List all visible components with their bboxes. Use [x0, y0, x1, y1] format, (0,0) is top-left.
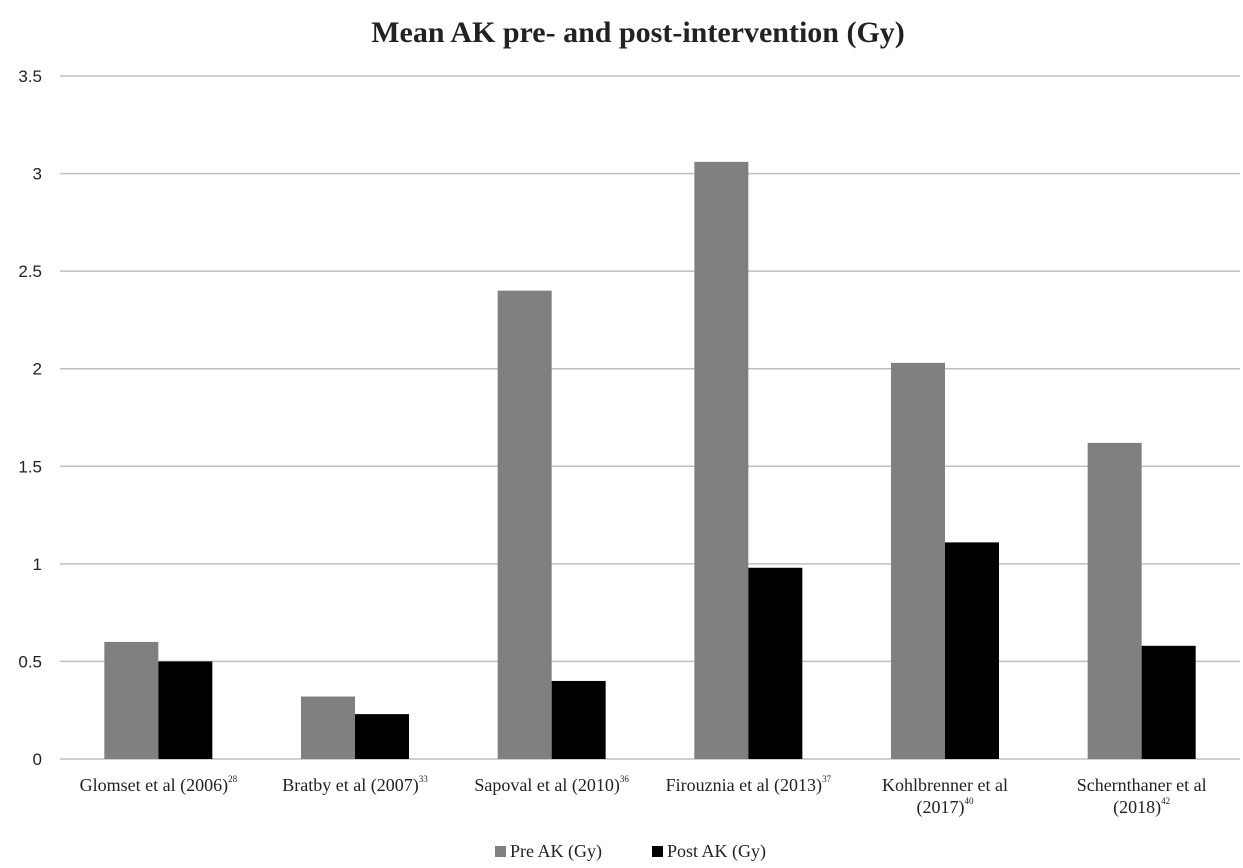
bar-post-0 — [158, 661, 213, 759]
legend-swatch-post — [652, 846, 663, 857]
bar-post-4 — [945, 542, 999, 759]
bar-pre-3 — [694, 161, 749, 759]
bar-pre-2 — [497, 290, 552, 759]
y-tick-label: 3 — [33, 165, 42, 184]
bar-post-3 — [748, 567, 803, 759]
x-tick-label: Bratby et al (2007)33 — [282, 774, 428, 796]
gridlines — [60, 75, 1240, 760]
x-tick-label: Kohlbrenner et al (2017)40 — [882, 775, 1008, 818]
x-tick-label-reference: 36 — [620, 774, 630, 784]
bar-pre-4 — [891, 362, 945, 759]
x-tick-label-line: Firouznia et al (2013) — [666, 775, 822, 796]
y-tick-label: 0.5 — [18, 652, 42, 671]
y-tick-label: 0 — [33, 750, 42, 769]
y-tick-label: 3.5 — [18, 67, 42, 86]
bar-pre-0 — [104, 641, 159, 759]
bar-post-2 — [551, 680, 606, 759]
x-tick-label-line: Bratby et al (2007) — [282, 775, 418, 796]
bar-post-5 — [1141, 645, 1196, 759]
x-tick-label-line: Schernthaner et al — [1077, 775, 1207, 795]
y-tick-label: 1 — [33, 555, 42, 574]
chart-title: Mean AK pre- and post-intervention (Gy) — [371, 16, 905, 49]
x-tick-label-reference: 40 — [965, 796, 975, 806]
legend-swatch-pre — [495, 846, 506, 857]
legend-label: Post AK (Gy) — [667, 841, 766, 862]
x-tick-label-line: Sapoval et al (2010) — [474, 775, 619, 796]
bars — [104, 161, 1196, 759]
x-tick-label-line: (2018) — [1113, 797, 1161, 818]
x-tick-label-reference: 28 — [228, 774, 238, 784]
x-tick-label: Firouznia et al (2013)37 — [666, 774, 832, 796]
x-tick-label-line: Glomset et al (2006) — [80, 775, 228, 796]
x-tick-label: Glomset et al (2006)28 — [80, 774, 238, 796]
x-tick-label-reference: 37 — [822, 774, 832, 784]
x-tick-label: Sapoval et al (2010)36 — [474, 774, 629, 796]
x-tick-label: Schernthaner et al (2018)42 — [1077, 775, 1207, 818]
y-axis-ticks: 0 0.5 1 1.5 2 2.5 3 3.5 — [18, 67, 42, 769]
x-axis-labels: Glomset et al (2006)28 Bratby et al (2007… — [80, 774, 1207, 818]
y-tick-label: 1.5 — [18, 457, 42, 476]
bar-post-1 — [355, 714, 409, 759]
bar-pre-5 — [1087, 442, 1142, 759]
legend: Pre AK (Gy) Post AK (Gy) — [495, 841, 766, 862]
y-tick-label: 2.5 — [18, 262, 42, 281]
bar-pre-1 — [301, 696, 355, 759]
x-tick-label-line: (2017) — [917, 797, 965, 818]
x-tick-label-reference: 42 — [1161, 796, 1170, 806]
x-tick-label-line: Kohlbrenner et al — [882, 775, 1008, 795]
y-tick-label: 2 — [33, 360, 42, 379]
legend-label: Pre AK (Gy) — [510, 841, 602, 862]
x-tick-label-reference: 33 — [419, 774, 429, 784]
